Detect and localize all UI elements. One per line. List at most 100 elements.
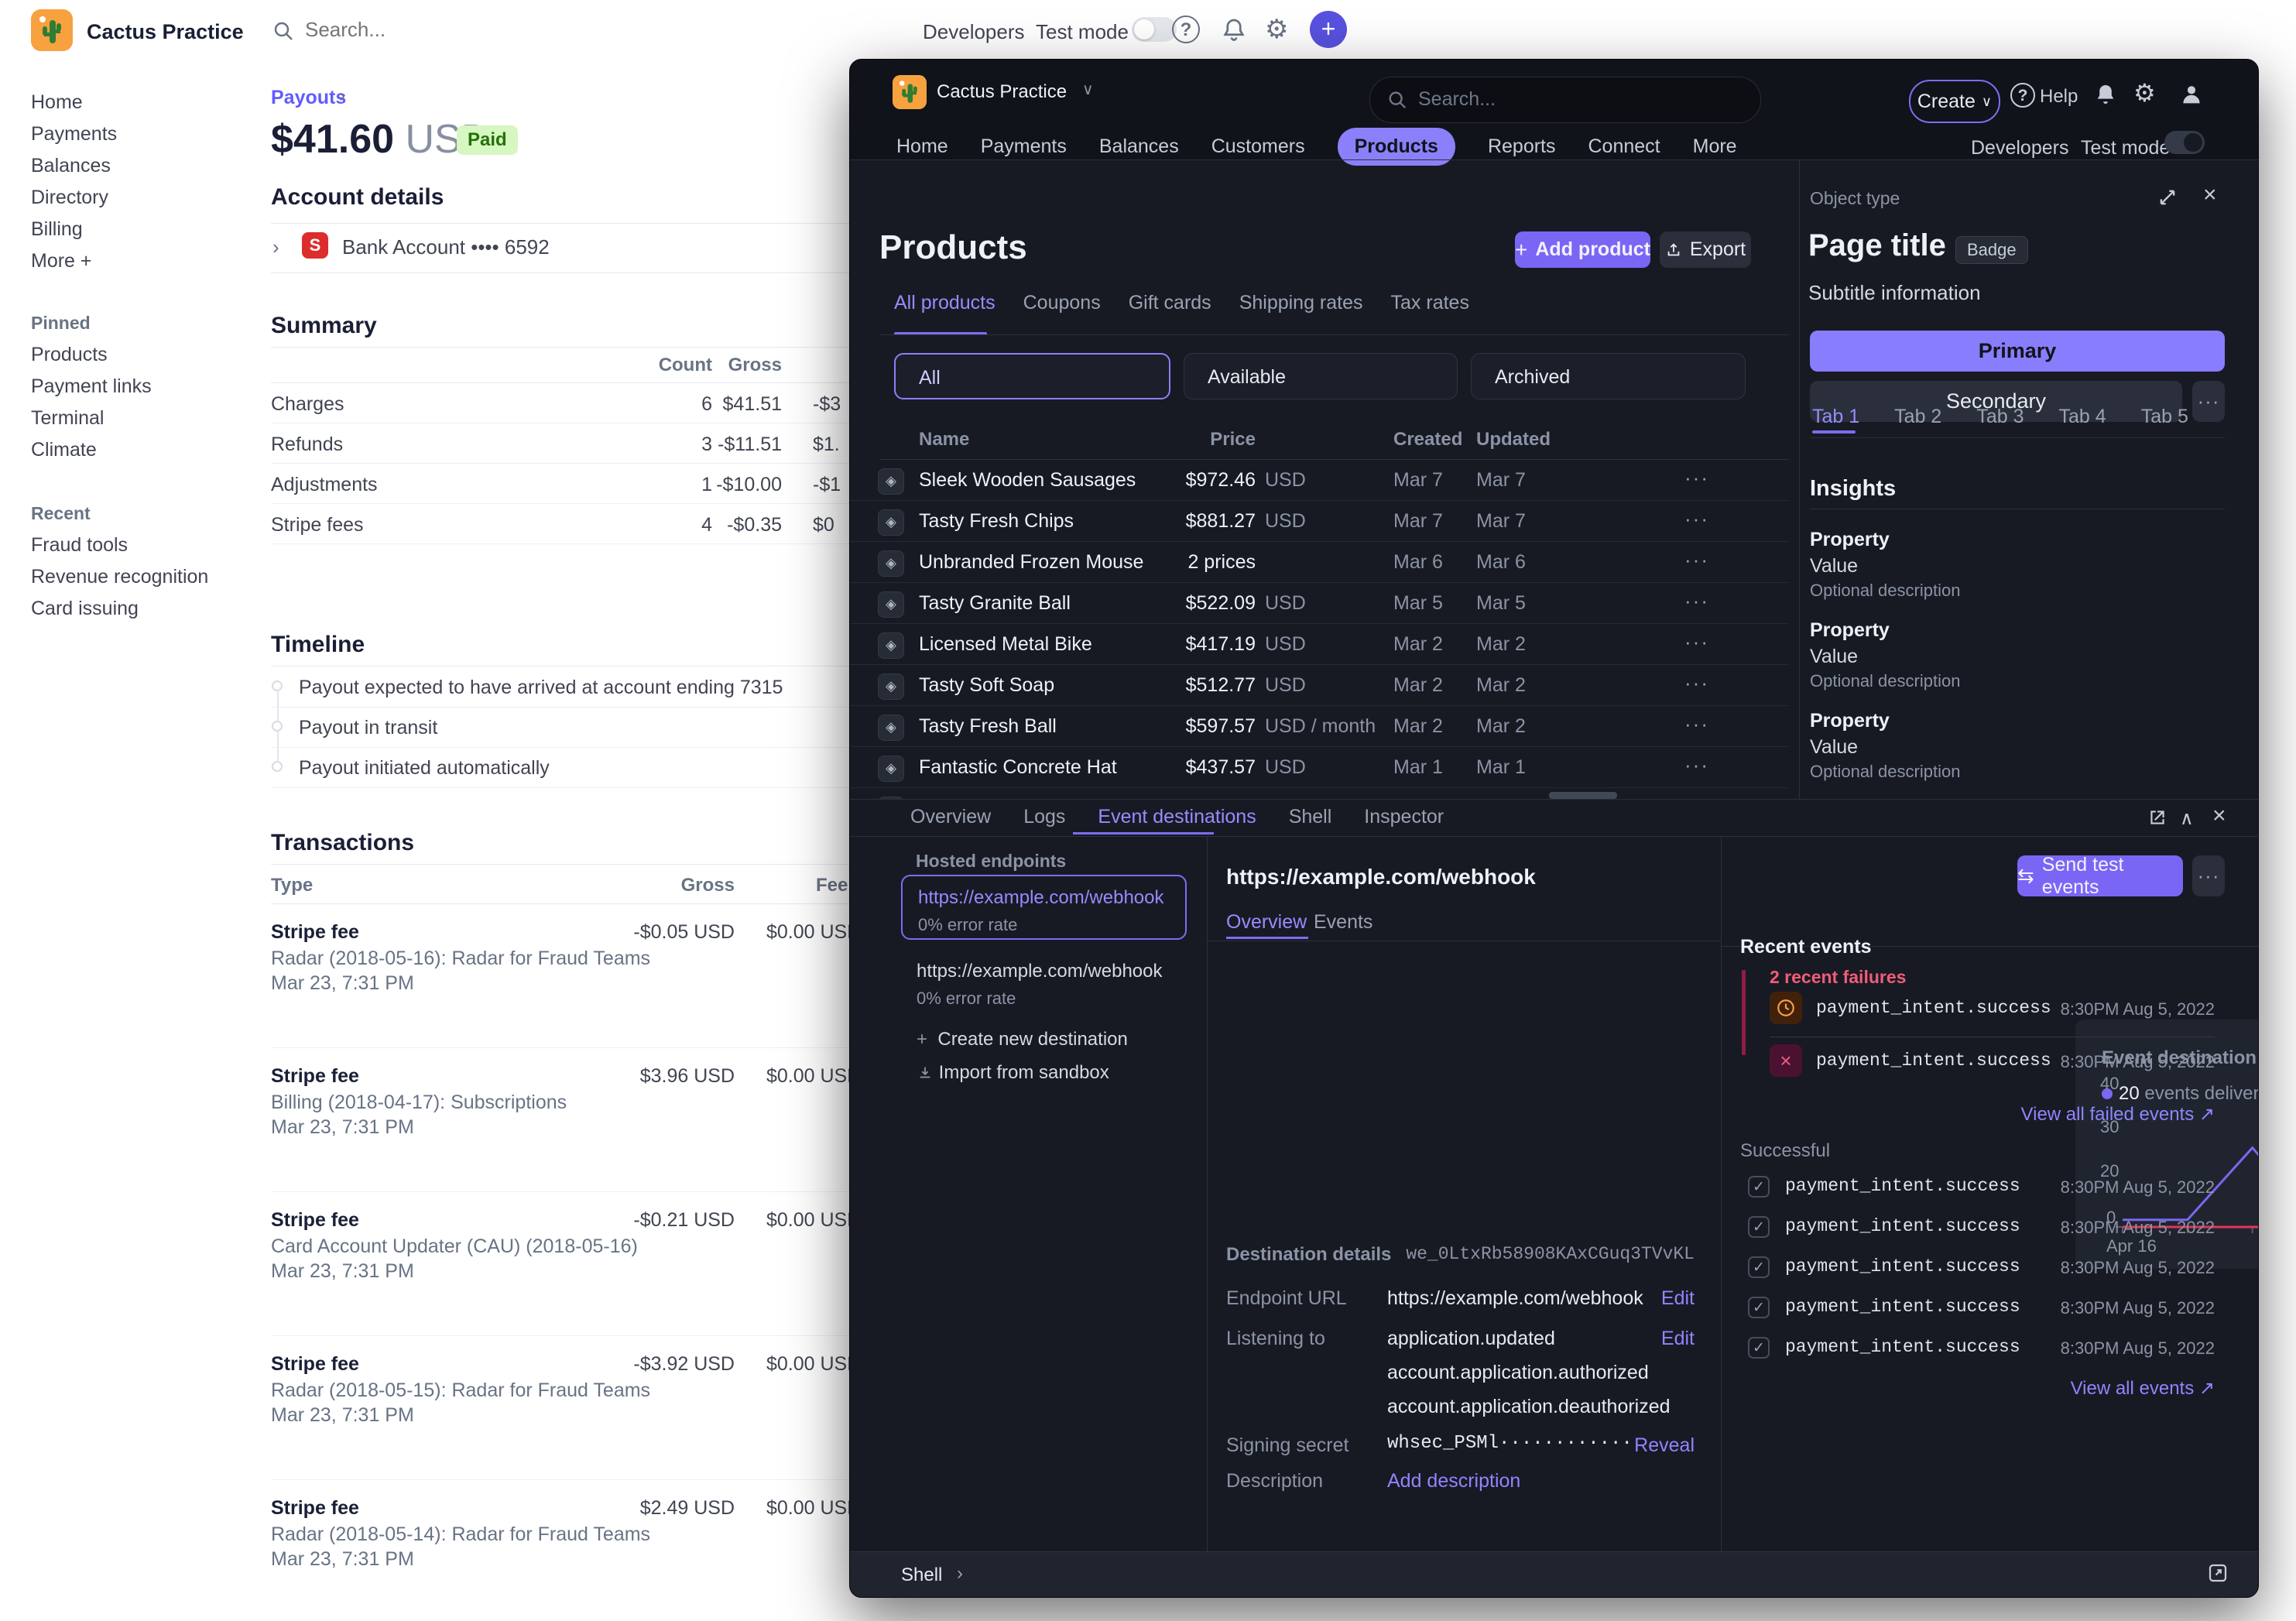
filter-archived[interactable]: Archived [1471, 353, 1746, 399]
sidebar-item[interactable]: Payment links [31, 375, 152, 397]
nav-item[interactable]: Connect [1588, 135, 1660, 157]
events-menu-ellipsis-button[interactable]: ··· [2192, 855, 2225, 896]
create-button[interactable]: Create ∨ [1909, 80, 2000, 123]
row-menu-ellipsis-icon[interactable]: ··· [1684, 630, 1709, 653]
row-menu-ellipsis-icon[interactable]: ··· [1684, 548, 1709, 571]
sidebar-item[interactable]: Products [31, 344, 108, 365]
reveal-secret-link[interactable]: Reveal [1634, 1434, 1695, 1456]
add-product-button[interactable]: + Add product [1515, 231, 1650, 268]
export-button[interactable]: Export [1660, 231, 1751, 268]
test-mode-toggle[interactable] [2164, 131, 2205, 154]
products-tab[interactable]: Gift cards [1128, 292, 1211, 314]
products-tab[interactable]: Coupons [1023, 292, 1101, 314]
sidebar-item[interactable]: More + [31, 250, 92, 272]
horizontal-scrollbar[interactable] [1549, 792, 1617, 799]
add-description-link[interactable]: Add description [1387, 1470, 1521, 1492]
product-row[interactable]: ◈ Licensed Metal Bike $417.19 USD Mar 2 … [850, 624, 1789, 665]
sidebar-item[interactable]: Terminal [31, 407, 105, 429]
sidebar-item[interactable]: Fraud tools [31, 534, 129, 556]
sidebar-item[interactable]: Climate [31, 439, 97, 461]
drawer-tab[interactable]: Event destinations [1098, 806, 1256, 828]
successful-event-row[interactable]: ✓ payment_intent.success 8:30PM Aug 5, 2… [1748, 1167, 2215, 1207]
row-menu-ellipsis-icon[interactable]: ··· [1684, 671, 1709, 694]
close-drawer-icon[interactable]: × [2212, 803, 2226, 828]
products-tab[interactable]: Shipping rates [1239, 292, 1363, 314]
row-menu-ellipsis-icon[interactable]: ··· [1684, 712, 1709, 735]
primary-button[interactable]: Primary [1810, 331, 2225, 372]
search-input[interactable] [303, 17, 539, 43]
open-drawer-icon[interactable] [2147, 807, 2167, 828]
account-person-icon[interactable] [2178, 81, 2205, 108]
sidebar-item[interactable]: Card issuing [31, 598, 139, 619]
nav-item[interactable]: Customers [1211, 135, 1305, 157]
edit-listening-link[interactable]: Edit [1660, 1328, 1695, 1349]
nav-item[interactable]: Products [1337, 127, 1455, 166]
sidebar-item[interactable]: Balances [31, 155, 111, 176]
close-panel-icon[interactable]: × [2203, 182, 2217, 207]
product-row[interactable]: ◈ Awesome Plastic Tuna $63.48 USD Mar 1 … [850, 788, 1789, 799]
developers-link[interactable]: Developers [1971, 137, 2069, 159]
product-row[interactable]: ◈ Unbranded Frozen Mouse 2 prices Mar 6 … [850, 542, 1789, 583]
row-menu-ellipsis-icon[interactable]: ··· [1684, 466, 1709, 489]
endpoint-item-selected[interactable]: https://example.com/webhook 0% error rat… [901, 875, 1187, 940]
notifications-bell-icon[interactable] [2092, 81, 2119, 108]
sidebar-item[interactable]: Home [31, 91, 83, 113]
drawer-tab[interactable]: Logs [1023, 806, 1066, 828]
collapse-drawer-chevron-icon[interactable]: ∧ [2180, 808, 2194, 829]
product-row[interactable]: ◈ Tasty Fresh Ball $597.57 USD / month M… [850, 706, 1789, 747]
transaction-row[interactable]: Stripe fee Radar (2018-05-14): Radar for… [271, 1480, 849, 1621]
nav-item[interactable]: Home [896, 135, 948, 157]
help-icon[interactable]: ? [1172, 15, 1200, 43]
failed-event-name[interactable]: payment_intent.success [1816, 1050, 2051, 1071]
panel-menu-ellipsis-button[interactable]: ··· [2192, 381, 2225, 422]
help-label[interactable]: Help [2040, 86, 2078, 107]
successful-event-row[interactable]: ✓ payment_intent.success 8:30PM Aug 5, 2… [1748, 1207, 2215, 1247]
send-test-events-button[interactable]: ⇆ Send test events [2017, 854, 2183, 898]
popout-shell-icon[interactable] [2206, 1561, 2229, 1585]
add-plus-button[interactable]: + [1310, 11, 1347, 48]
panel-tab[interactable]: Tab 5 [2140, 406, 2188, 427]
failed-event-name[interactable]: payment_intent.success [1816, 998, 2051, 1018]
transaction-row[interactable]: Stripe fee Radar (2018-05-16): Radar for… [271, 904, 849, 1048]
dark-search-input[interactable] [1417, 87, 1714, 111]
successful-event-row[interactable]: ✓ payment_intent.success 8:30PM Aug 5, 2… [1748, 1247, 2215, 1287]
workspace-name[interactable]: Cactus Practice [87, 20, 244, 43]
settings-gear-icon[interactable]: ⚙ [2133, 79, 2156, 107]
sidebar-item[interactable]: Billing [31, 218, 83, 240]
settings-gear-icon[interactable]: ⚙ [1265, 15, 1289, 44]
webhook-tab-overview[interactable]: Overview [1226, 911, 1307, 933]
create-destination-button[interactable]: + Create new destination [917, 1029, 1128, 1050]
panel-tab[interactable]: Tab 4 [2058, 406, 2106, 427]
filter-available[interactable]: Available [1184, 353, 1458, 399]
import-sandbox-button[interactable]: Import from sandbox [917, 1062, 1109, 1084]
developers-link[interactable]: Developers [923, 20, 1025, 43]
products-tab[interactable]: Tax rates [1390, 292, 1469, 314]
endpoint-item[interactable]: https://example.com/webhook 0% error rat… [901, 950, 1187, 1015]
transaction-row[interactable]: Stripe fee Billing (2018-04-17): Subscri… [271, 1048, 849, 1192]
product-row[interactable]: ◈ Tasty Soft Soap $512.77 USD Mar 2 Mar … [850, 665, 1789, 706]
transaction-row[interactable]: Stripe fee Radar (2018-05-15): Radar for… [271, 1336, 849, 1480]
workspace-name[interactable]: Cactus Practice [937, 81, 1067, 102]
view-all-events-link[interactable]: View all events ↗ [2070, 1378, 2215, 1399]
view-failed-events-link[interactable]: View all failed events ↗ [2020, 1104, 2215, 1125]
transaction-row[interactable]: Stripe fee Card Account Updater (CAU) (2… [271, 1192, 849, 1336]
edit-endpoint-link[interactable]: Edit [1660, 1287, 1695, 1309]
sidebar-item[interactable]: Revenue recognition [31, 566, 209, 588]
workspace-chevron-down-icon[interactable]: ∨ [1082, 81, 1094, 98]
nav-item[interactable]: Balances [1098, 135, 1179, 157]
product-row[interactable]: ◈ Tasty Granite Ball $522.09 USD Mar 5 M… [850, 583, 1789, 624]
product-row[interactable]: ◈ Sleek Wooden Sausages $972.46 USD Mar … [850, 460, 1789, 501]
row-menu-ellipsis-icon[interactable]: ··· [1684, 507, 1709, 530]
drawer-tab[interactable]: Inspector [1364, 806, 1444, 828]
products-tab[interactable]: All products [894, 292, 996, 314]
secondary-button[interactable]: Secondary [1810, 381, 2182, 422]
successful-event-row[interactable]: ✓ payment_intent.success 8:30PM Aug 5, 2… [1748, 1287, 2215, 1328]
webhook-tab-events[interactable]: Events [1314, 911, 1373, 933]
nav-item[interactable]: Payments [980, 135, 1067, 157]
drawer-tab[interactable]: Shell [1288, 806, 1332, 828]
nav-item[interactable]: More [1692, 135, 1737, 157]
product-row[interactable]: ◈ Fantastic Concrete Hat $437.57 USD Mar… [850, 747, 1789, 788]
test-mode-toggle[interactable] [1132, 17, 1177, 42]
dark-search-box[interactable] [1369, 77, 1761, 123]
panel-tab[interactable]: Tab 1 [1812, 406, 1860, 427]
